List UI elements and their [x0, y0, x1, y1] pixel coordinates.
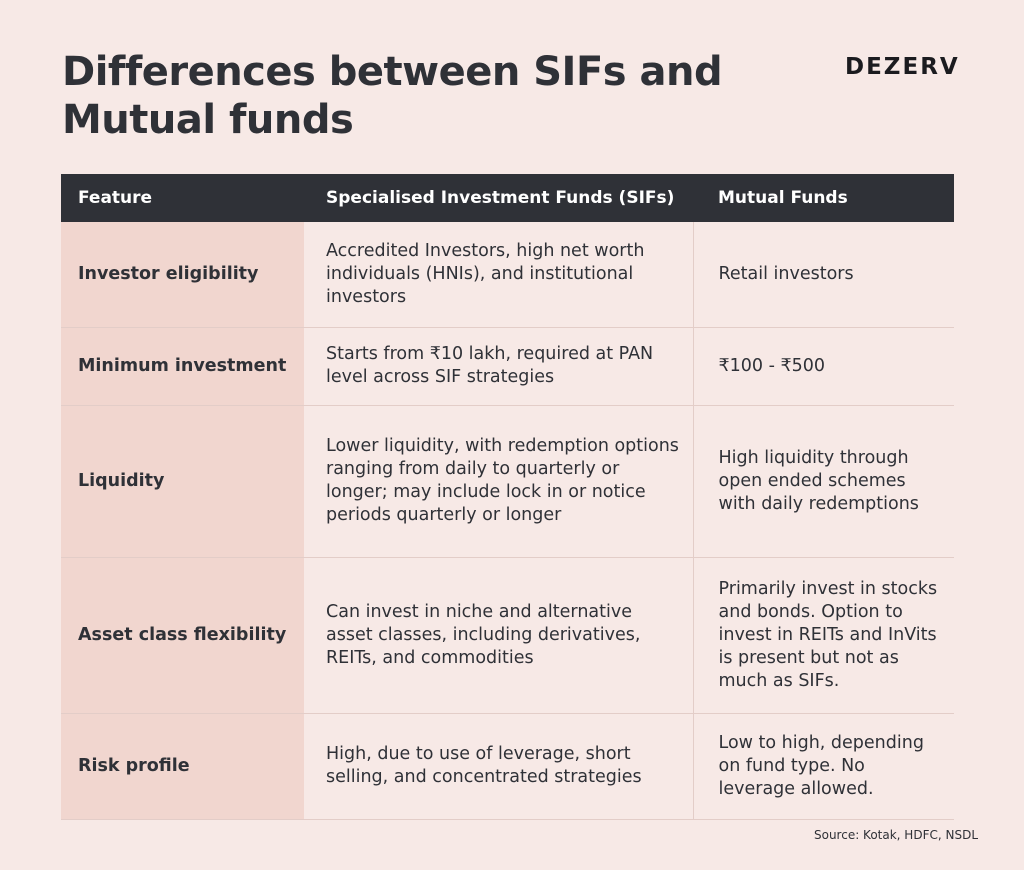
header-sifs: Specialised Investment Funds (SIFs)	[304, 174, 693, 222]
row-sifs-value: Lower liquidity, with redemption options…	[304, 405, 693, 558]
header-mutual-funds: Mutual Funds	[693, 174, 954, 222]
table-row: Liquidity Lower liquidity, with redempti…	[61, 405, 954, 558]
header-feature: Feature	[61, 174, 304, 222]
comparison-table: Feature Specialised Investment Funds (SI…	[61, 174, 954, 820]
row-sifs-value: Accredited Investors, high net worth ind…	[304, 222, 693, 328]
row-mutual-funds-value: ₹100 - ₹500	[692, 327, 954, 406]
table-row: Asset class flexibility Can invest in ni…	[61, 557, 954, 714]
table-row: Minimum investment Starts from ₹10 lakh,…	[61, 327, 954, 406]
row-sifs-value: High, due to use of leverage, short sell…	[304, 713, 693, 820]
table-header-row: Feature Specialised Investment Funds (SI…	[61, 174, 954, 222]
row-mutual-funds-value: Primarily invest in stocks and bonds. Op…	[692, 557, 954, 714]
row-feature: Investor eligibility	[61, 222, 304, 328]
row-feature: Liquidity	[61, 405, 304, 558]
page-title: Differences between SIFs and Mutual fund…	[62, 49, 723, 143]
row-sifs-value: Starts from ₹10 lakh, required at PAN le…	[304, 327, 693, 406]
comparison-table-container: Feature Specialised Investment Funds (SI…	[61, 174, 954, 820]
table-row: Risk profile High, due to use of leverag…	[61, 713, 954, 820]
row-feature: Minimum investment	[61, 327, 304, 406]
row-mutual-funds-value: Low to high, depending on fund type. No …	[692, 713, 954, 820]
brand-logo: DEZERV	[845, 54, 960, 80]
row-feature: Risk profile	[61, 713, 304, 820]
row-feature: Asset class flexibility	[61, 557, 304, 714]
source-note: Source: Kotak, HDFC, NSDL	[813, 828, 978, 842]
table-row: Investor eligibility Accredited Investor…	[61, 222, 954, 328]
row-mutual-funds-value: Retail investors	[692, 222, 954, 328]
row-sifs-value: Can invest in niche and alternative asse…	[304, 557, 693, 714]
row-mutual-funds-value: High liquidity through open ended scheme…	[692, 405, 954, 558]
